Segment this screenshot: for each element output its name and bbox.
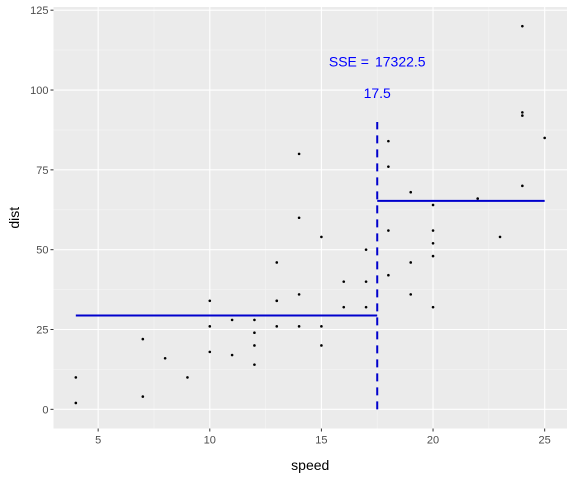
data-point [208, 350, 212, 354]
y-tick-label: 75 [36, 165, 48, 177]
data-point [364, 305, 368, 309]
y-axis-ticks: 0 25 50 75 100 125 [30, 5, 54, 416]
data-point [320, 325, 323, 328]
data-points [74, 24, 546, 405]
x-tick-label: 15 [315, 435, 327, 447]
x-axis-ticks: 5 10 15 20 25 [95, 428, 551, 447]
data-point [230, 318, 234, 322]
data-point [275, 261, 279, 264]
data-point [297, 325, 301, 328]
annotations: SSE = 17322.5 17.5 [329, 53, 426, 101]
data-point [74, 376, 78, 379]
data-point [431, 229, 435, 232]
x-axis-title: speed [291, 457, 329, 473]
data-point [208, 299, 212, 303]
data-point [297, 293, 301, 296]
data-point [521, 114, 524, 117]
data-point [387, 229, 390, 232]
major-gridlines [53, 7, 567, 429]
data-point [543, 136, 546, 140]
data-point [297, 152, 301, 156]
data-point [253, 331, 256, 335]
data-point [364, 280, 368, 283]
data-point [521, 24, 524, 28]
data-point [387, 273, 390, 277]
data-point [141, 395, 145, 398]
data-point [320, 235, 323, 239]
x-tick-label: 5 [95, 435, 101, 447]
data-point [387, 165, 390, 168]
data-point [74, 401, 78, 405]
data-point [409, 190, 413, 194]
data-point [431, 203, 435, 207]
data-point [521, 111, 524, 114]
x-tick-label: 25 [539, 435, 551, 447]
data-point [431, 305, 435, 309]
data-point [208, 325, 212, 328]
data-point [409, 261, 413, 264]
data-point [297, 216, 301, 220]
data-point [364, 248, 368, 251]
sse-annotation: SSE = 17322.5 [329, 53, 426, 69]
y-tick-label: 125 [30, 5, 48, 17]
data-point [253, 363, 256, 366]
data-point [498, 235, 502, 239]
data-point [320, 344, 323, 347]
minor-gridlines [53, 7, 567, 429]
sse-value: 17322.5 [375, 53, 426, 69]
data-point [275, 299, 279, 303]
data-point [476, 197, 479, 200]
data-point [431, 254, 435, 258]
data-point [342, 305, 346, 309]
data-point [275, 325, 279, 328]
data-point [163, 356, 167, 360]
data-point [409, 293, 413, 296]
data-point [342, 280, 346, 283]
y-tick-label: 50 [36, 245, 48, 257]
data-point [186, 376, 189, 379]
y-axis-title: dist [6, 207, 22, 229]
sse-label: SSE = [329, 53, 369, 69]
plot-panel [53, 7, 567, 429]
data-point [521, 184, 524, 188]
data-point [387, 139, 390, 143]
y-tick-label: 25 [36, 325, 48, 337]
fit-lines [75, 121, 545, 410]
data-point [253, 318, 256, 322]
x-tick-label: 20 [427, 435, 439, 447]
data-point [253, 344, 256, 347]
y-tick-label: 0 [42, 404, 48, 416]
split-value-label: 17.5 [364, 85, 391, 101]
data-point [431, 241, 435, 245]
data-point [230, 353, 234, 357]
y-tick-label: 100 [30, 85, 48, 97]
data-point [141, 337, 145, 341]
x-tick-label: 10 [204, 435, 216, 447]
